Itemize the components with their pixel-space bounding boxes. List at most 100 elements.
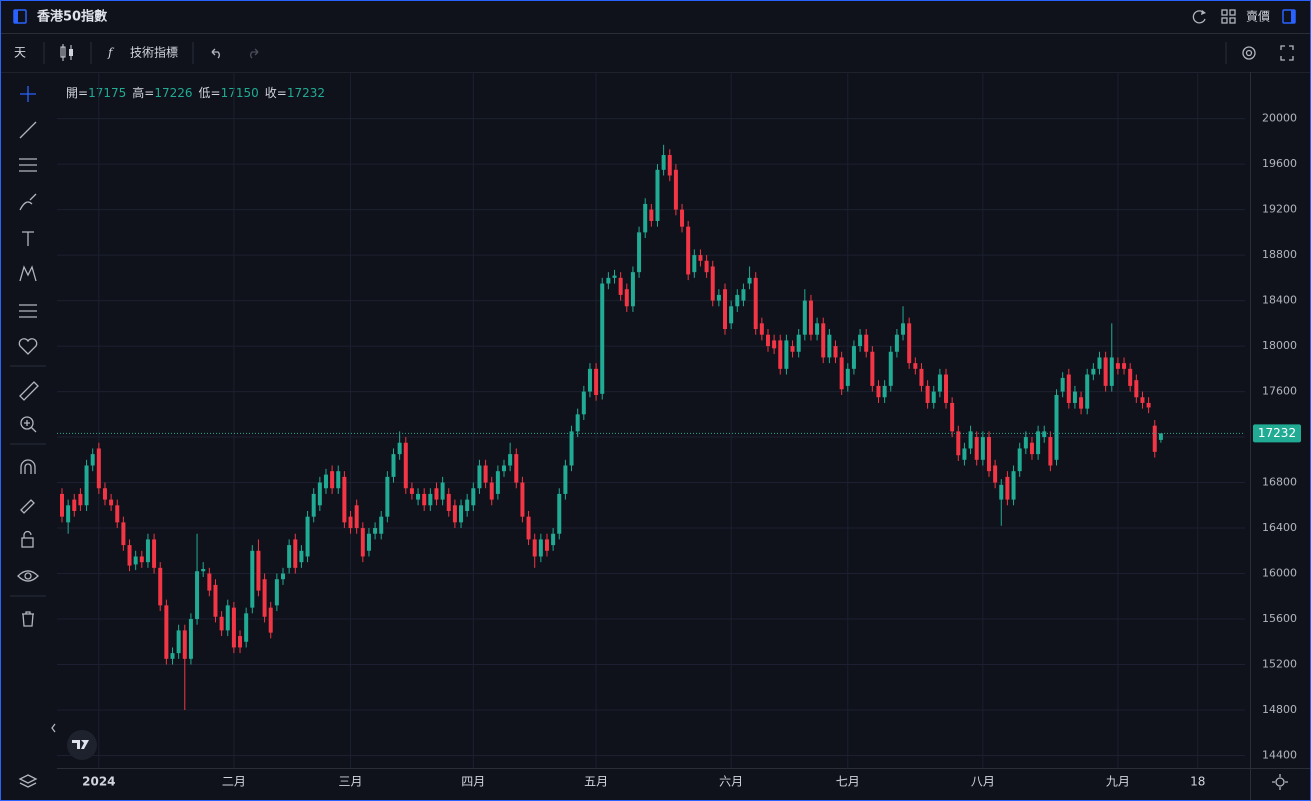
candle-body	[643, 203, 648, 233]
legend-label: 開=	[66, 86, 88, 100]
candle-body	[630, 272, 635, 307]
candle-body	[127, 545, 132, 566]
candle-body	[176, 630, 181, 654]
candle-body	[667, 155, 672, 176]
candle-body	[434, 488, 439, 500]
zoom-tool[interactable]	[20, 416, 37, 433]
chart-type-button[interactable]	[60, 44, 73, 61]
candle-body	[655, 169, 660, 221]
text-tool[interactable]	[22, 231, 34, 246]
undo-button[interactable]	[211, 48, 220, 59]
brush-tool[interactable]	[19, 193, 37, 211]
candle-body	[323, 474, 328, 489]
candle-body	[139, 556, 144, 563]
y-tick-label: 15600	[1262, 612, 1297, 625]
y-tick-label: 20000	[1262, 112, 1297, 125]
candle-body	[526, 516, 531, 540]
candle-body	[1036, 431, 1041, 455]
axis-settings[interactable]	[1272, 774, 1288, 790]
candle-body	[710, 266, 715, 301]
candle-body	[864, 334, 869, 352]
fullscreen-button[interactable]	[1280, 45, 1294, 61]
candle-body	[753, 277, 758, 330]
candle-body	[907, 323, 912, 364]
layout-button[interactable]	[1221, 9, 1236, 24]
candle-body	[1097, 357, 1102, 369]
candle-body	[452, 505, 457, 523]
candle-body	[551, 533, 556, 546]
indicators-button[interactable]: 技術指標	[130, 45, 178, 60]
refresh-button[interactable]	[1192, 10, 1206, 24]
candle-body	[354, 505, 359, 529]
candle-body	[164, 605, 169, 659]
price-type[interactable]: 賣價	[1246, 9, 1270, 24]
legend-label: 收=	[265, 86, 287, 100]
candle-body	[581, 391, 586, 415]
candle-body	[1029, 442, 1034, 455]
interval-button[interactable]: 天	[14, 46, 26, 60]
candle-body	[60, 493, 64, 517]
magnet-tool[interactable]	[20, 459, 36, 474]
candle-body	[102, 488, 107, 500]
candle-body	[305, 516, 310, 557]
x-tick-label: 八月	[971, 775, 995, 789]
candle-body	[78, 493, 83, 506]
candle-body	[600, 283, 605, 394]
candle-body	[446, 493, 451, 511]
candle-body	[96, 448, 101, 489]
fib-tool[interactable]	[19, 158, 37, 172]
y-tick-label: 16400	[1262, 521, 1297, 534]
candle-body	[250, 550, 255, 608]
favorites-tool[interactable]	[18, 338, 38, 355]
candle-body	[901, 323, 906, 335]
candle-body	[950, 402, 955, 432]
projection-tool[interactable]	[19, 304, 37, 318]
candle-body	[158, 567, 163, 606]
candle-body	[790, 346, 795, 352]
panel-toggle[interactable]	[1282, 9, 1296, 24]
lock-draw-tool[interactable]	[20, 499, 35, 514]
collapse-toolbar[interactable]	[51, 723, 56, 733]
candle-body	[962, 448, 967, 460]
visibility-tool[interactable]	[17, 570, 39, 582]
candle-body	[759, 323, 764, 335]
candle-body	[1085, 374, 1090, 409]
candle-body	[624, 289, 629, 307]
candle-body	[385, 476, 390, 517]
sidebar-toggle[interactable]	[13, 9, 27, 24]
lock-tool[interactable]	[21, 530, 34, 548]
y-tick-label: 16000	[1262, 567, 1297, 580]
candle-body	[287, 545, 292, 568]
redo-button[interactable]	[250, 48, 259, 59]
candle-body	[563, 465, 568, 494]
candle-body	[403, 442, 408, 489]
candle-body	[784, 340, 789, 369]
ruler-tool[interactable]	[19, 381, 39, 401]
candle-body	[741, 289, 746, 301]
candle-body	[661, 155, 666, 170]
candle-body	[244, 613, 249, 642]
candle-body	[765, 334, 770, 347]
pattern-tool[interactable]	[19, 265, 37, 282]
candle-body	[397, 442, 402, 455]
candle-body	[594, 368, 599, 395]
candle-body	[1152, 425, 1157, 452]
tv-logo	[67, 730, 97, 760]
candle-body	[409, 488, 414, 494]
candle-body	[508, 454, 513, 466]
candle-body	[293, 539, 298, 568]
candle-body	[1115, 363, 1120, 369]
candle-body	[213, 584, 218, 617]
crosshair-tool[interactable]	[20, 86, 36, 102]
candle-body	[391, 454, 396, 477]
settings-button[interactable]	[1242, 46, 1256, 60]
layers-button[interactable]	[18, 774, 38, 788]
trendline-tool[interactable]	[19, 121, 37, 139]
candle-body	[919, 368, 924, 386]
delete-tool[interactable]	[22, 611, 34, 627]
candle-body	[680, 209, 685, 227]
y-tick-label: 18800	[1262, 248, 1297, 261]
candle-body	[882, 385, 887, 398]
candle-body	[483, 465, 488, 483]
